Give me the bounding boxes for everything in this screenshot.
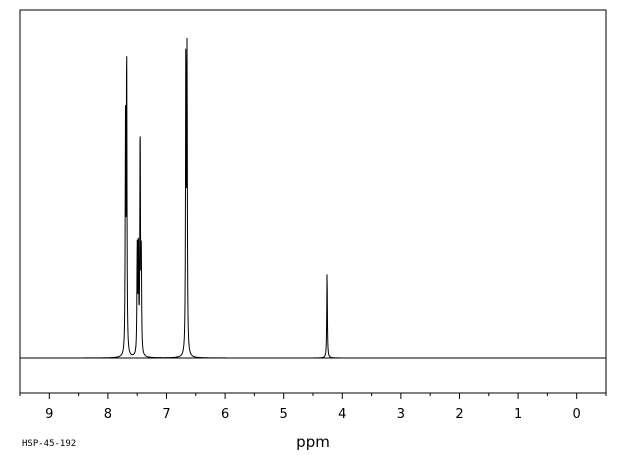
x-tick-label: 0 bbox=[573, 407, 581, 422]
x-tick-label: 5 bbox=[280, 407, 288, 422]
x-tick-label: 2 bbox=[455, 407, 463, 422]
x-tick-label: 7 bbox=[162, 407, 170, 422]
plot-frame bbox=[19, 9, 607, 394]
x-tick-label: 9 bbox=[45, 407, 53, 422]
spectrum-trace bbox=[20, 37, 606, 359]
x-tick-label: 4 bbox=[338, 407, 346, 422]
x-tick-label: 3 bbox=[397, 407, 405, 422]
sample-code-label: HSP-45-192 bbox=[22, 439, 76, 449]
x-axis-title: ppm bbox=[296, 433, 330, 451]
x-tick-label: 6 bbox=[221, 407, 229, 422]
x-tick-label: 1 bbox=[514, 407, 522, 422]
x-tick-label: 8 bbox=[104, 407, 112, 422]
x-axis-ticks: 9 8 7 6 5 4 3 2 1 0 bbox=[19, 393, 607, 422]
